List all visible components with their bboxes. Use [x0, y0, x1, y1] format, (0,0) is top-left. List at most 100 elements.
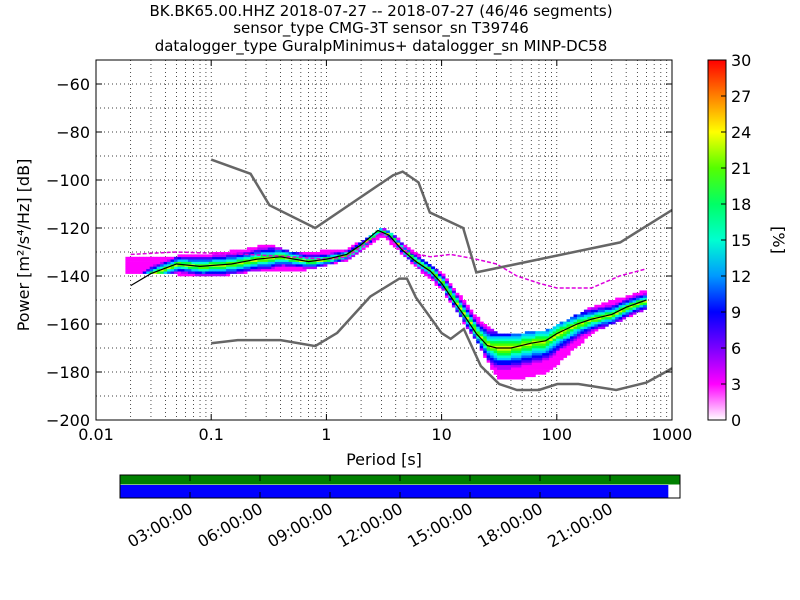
- histogram-cell: [504, 374, 509, 378]
- histogram-cell: [368, 237, 373, 241]
- histogram-cell: [125, 256, 130, 260]
- histogram-cell: [458, 300, 463, 303]
- histogram-cell: [563, 345, 568, 349]
- histogram-cell: [517, 340, 522, 344]
- histogram-cell: [368, 240, 373, 243]
- histogram-cell: [549, 328, 554, 332]
- histogram-cell: [545, 357, 550, 361]
- histogram-cell: [604, 324, 609, 327]
- histogram-cell: [278, 256, 283, 260]
- histogram-cell: [257, 244, 262, 248]
- histogram-cell: [215, 268, 220, 272]
- histogram-cell: [128, 266, 133, 270]
- histogram-cell: [125, 266, 130, 270]
- histogram-cell: [573, 316, 578, 320]
- histogram-cell: [510, 376, 515, 380]
- histogram-cell: [531, 348, 536, 351]
- histogram-cell: [198, 256, 203, 260]
- histogram-cell: [215, 266, 220, 270]
- histogram-cell: [594, 324, 599, 327]
- histogram-cell: [226, 259, 231, 262]
- histogram-cell: [563, 331, 568, 334]
- histogram-cell: [528, 374, 533, 378]
- histogram-cell: [573, 314, 578, 318]
- histogram-cell: [611, 304, 616, 308]
- histogram-cell: [299, 268, 304, 272]
- histogram-cell: [552, 364, 557, 368]
- histogram-cell: [524, 355, 529, 358]
- histogram-cell: [535, 364, 540, 368]
- histogram-cell: [288, 259, 293, 262]
- histogram-cell: [479, 321, 484, 325]
- histogram-cell: [226, 273, 231, 277]
- histogram-cell: [524, 333, 529, 337]
- histogram-cell: [406, 256, 411, 260]
- histogram-cell: [594, 307, 599, 310]
- histogram-cell: [510, 360, 515, 363]
- title-line-3: datalogger_type GuralpMinimus+ datalogge…: [155, 37, 608, 56]
- histogram-cell: [497, 364, 502, 368]
- histogram-cell: [274, 266, 279, 270]
- histogram-cell: [538, 367, 543, 370]
- histogram-cell: [153, 266, 158, 270]
- histogram-cell: [559, 352, 564, 356]
- histogram-cell: [125, 259, 130, 262]
- histogram-cell: [472, 328, 477, 332]
- histogram-cell: [278, 264, 283, 267]
- histogram-cell: [396, 240, 401, 243]
- histogram-cell: [504, 338, 509, 342]
- histogram-cell: [545, 331, 550, 334]
- histogram-cell: [274, 249, 279, 253]
- histogram-cell: [340, 252, 345, 255]
- histogram-cell: [413, 256, 418, 260]
- histogram-cell: [570, 319, 574, 322]
- histogram-cell: [490, 362, 495, 366]
- histogram-cell: [455, 292, 460, 296]
- histogram-cell: [253, 266, 258, 270]
- histogram-cell: [535, 343, 540, 346]
- histogram-cell: [576, 314, 581, 318]
- histogram-cell: [497, 360, 502, 363]
- histogram-cell: [156, 266, 161, 270]
- histogram-cell: [559, 324, 564, 327]
- histogram-cell: [486, 357, 491, 361]
- histogram-cell: [240, 254, 245, 258]
- histogram-cell: [500, 352, 505, 356]
- histogram-cell: [556, 352, 561, 356]
- histogram-cell: [215, 259, 220, 262]
- histogram-cell: [351, 252, 356, 255]
- histogram-cell: [128, 264, 133, 267]
- histogram-cell: [552, 350, 557, 354]
- histogram-cell: [226, 271, 231, 274]
- histogram-cell: [264, 268, 269, 272]
- histogram-cell: [570, 345, 574, 349]
- histogram-cell: [500, 364, 505, 368]
- histogram-cell: [323, 256, 328, 260]
- histogram-cell: [264, 244, 269, 248]
- histogram-cell: [462, 302, 467, 306]
- histogram-cell: [354, 249, 359, 253]
- histogram-cell: [563, 326, 568, 330]
- histogram-cell: [601, 307, 606, 310]
- histogram-cell: [597, 324, 602, 327]
- histogram-cell: [542, 345, 547, 349]
- histogram-cell: [538, 372, 543, 375]
- histogram-cell: [486, 336, 491, 339]
- histogram-cell: [601, 304, 606, 308]
- histogram-cell: [125, 268, 130, 272]
- high-noise-model-line: [210, 158, 672, 274]
- histogram-cell: [517, 376, 522, 380]
- histogram-cell: [642, 300, 647, 303]
- histogram-cell: [434, 271, 439, 274]
- histogram-cell: [448, 285, 453, 289]
- histogram-cell: [288, 264, 293, 267]
- histogram-cell: [521, 336, 526, 339]
- histogram-cell: [583, 326, 588, 330]
- histogram-cell: [403, 254, 408, 258]
- histogram-cell: [570, 326, 574, 330]
- histogram-cell: [236, 254, 241, 258]
- histogram-cell: [187, 273, 192, 277]
- histogram-cell: [156, 264, 161, 267]
- histogram-cell: [309, 266, 314, 270]
- histogram-cell: [538, 360, 543, 363]
